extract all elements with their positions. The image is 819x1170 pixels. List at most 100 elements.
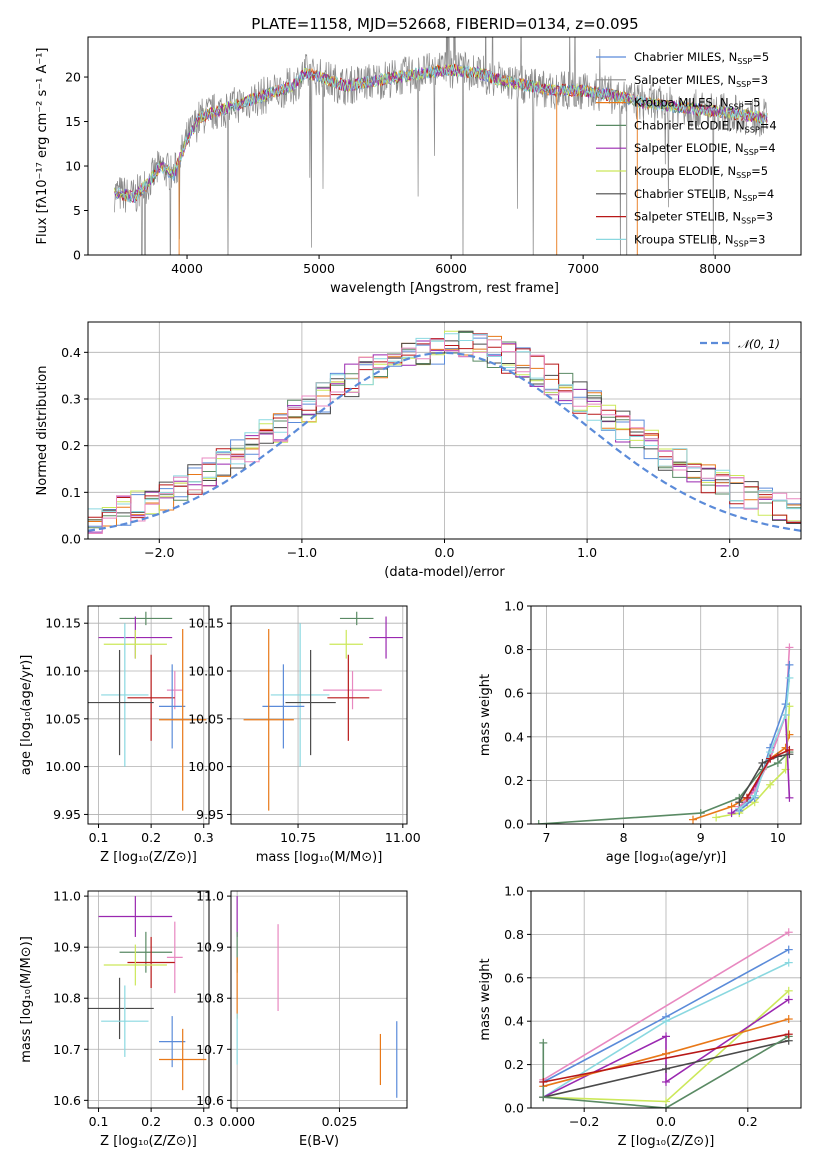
mass-weight-line	[715, 706, 791, 819]
mass-weight-line	[542, 1035, 790, 1108]
spectrum-line	[114, 64, 768, 203]
y-axis-label: Normed distribution	[35, 366, 50, 496]
mass-weight-line	[542, 998, 790, 1098]
residuals-frame-group: −2.0 −1.0 0.0 1.0 2.0 0.0 0.1 0.2 0.3 0.4 (data-mo…	[35, 321, 802, 580]
spectrum-line	[114, 63, 768, 202]
mass-weight-line	[543, 1033, 789, 1083]
x-tick-label: 7	[542, 830, 550, 845]
y-tick-label: 0.0	[504, 817, 524, 832]
x-tick-label: 4000	[171, 261, 203, 276]
residuals-legend: 𝒩(0, 1)	[700, 337, 780, 351]
y-tick-label: 11.0	[53, 889, 81, 904]
y-tick-label: 0.2	[61, 438, 81, 453]
y-tick-label: 11.0	[196, 889, 224, 904]
x-tick-label: 0.2	[141, 830, 161, 845]
y-tick-label: 1.0	[504, 599, 524, 614]
x-axis-label: wavelength [Angstrom, rest frame]	[330, 281, 559, 296]
age_vs_mass-axes	[231, 606, 407, 824]
mass_vs_Z-frame-group: 0.1 0.2 0.3 10.6 10.7 10.8 10.9 11.0 Z [log₁₀(Z/…	[19, 889, 214, 1149]
age_vs_Z-frame-group: 0.1 0.2 0.3 9.95 10.00 10.05 10.10 10.15 Z [log₁…	[19, 605, 214, 865]
legend-label: 𝒩(0, 1)	[738, 337, 780, 351]
mass_vs_Z-frame	[87, 890, 210, 1109]
y-axis-label: mass weight	[478, 958, 493, 1040]
legend-label: Kroupa STELIB, NSSP=3	[634, 232, 765, 248]
mass_weight_vs_age-plot-area	[534, 643, 794, 824]
y-tick-label: 0.6	[504, 970, 524, 985]
y-tick-label: 10.15	[188, 616, 224, 631]
mass_weight_vs_age-frame	[530, 605, 802, 825]
x-tick-label: 0.0	[656, 1114, 676, 1129]
y-tick-label: 10.8	[53, 991, 81, 1006]
residuals-plot-area	[88, 330, 801, 534]
mass_weight_vs_Z-frame-group: −0.2 0.0 0.2 0.0 0.2 0.4 0.6 0.8 1.0 Z [log₁₀(Z/Z…	[478, 884, 802, 1149]
mass-weight-line	[738, 647, 791, 808]
y-tick-label: 10.00	[45, 759, 81, 774]
histogram-series	[88, 338, 801, 534]
x-tick-label: 8000	[699, 261, 731, 276]
y-tick-label: 10.05	[188, 711, 224, 726]
x-axis-label: mass [log₁₀(M/M⊙)]	[256, 850, 383, 865]
x-tick-label: 10	[770, 830, 786, 845]
y-tick-label: 0.4	[61, 345, 81, 360]
legend-label: Salpeter MILES, NSSP=3	[634, 73, 768, 89]
x-tick-label: 0.3	[194, 1114, 214, 1129]
legend-label: Salpeter STELIB, NSSP=3	[634, 210, 773, 226]
x-axis-label: age [log₁₀(age/yr)]	[606, 850, 727, 865]
y-tick-label: 20	[65, 70, 81, 85]
x-tick-label: 2.0	[720, 545, 740, 560]
mass_vs_ebv-plot-area	[236, 896, 398, 1098]
legend-label: Chabrier ELODIE, NSSP=4	[634, 118, 777, 134]
x-tick-label: 0.2	[738, 1114, 758, 1129]
y-axis-label: Flux [fλ10⁻¹⁷ erg cm⁻² s⁻¹ A⁻¹]	[35, 48, 50, 245]
x-tick-label: 0.000	[219, 1114, 255, 1129]
x-tick-label: 6000	[435, 261, 467, 276]
x-tick-label: −2.0	[144, 545, 174, 560]
spectrum-line	[114, 64, 768, 203]
mass_weight_vs_Z-plot-area	[539, 928, 793, 1108]
spectrum-frame	[87, 36, 802, 256]
y-tick-label: 5	[73, 203, 81, 218]
y-tick-label: 10.05	[45, 711, 81, 726]
x-tick-label: 0.0	[435, 545, 455, 560]
mass_weight_vs_age-axes	[531, 605, 801, 825]
normal-curve	[88, 351, 801, 532]
y-tick-label: 10.9	[196, 940, 224, 955]
y-axis-label: age [log₁₀(age/yr)]	[19, 655, 34, 776]
x-axis-label: Z [log₁₀(Z/Z⊙)]	[618, 1134, 715, 1149]
legend-label: Kroupa ELODIE, NSSP=5	[634, 164, 768, 180]
x-axis-label: (data-model)/error	[384, 565, 505, 580]
y-tick-label: 10.7	[53, 1042, 81, 1057]
mass_vs_Z-plot-area	[88, 896, 207, 1091]
y-tick-label: 0	[73, 248, 81, 263]
y-tick-label: 10.00	[188, 759, 224, 774]
y-tick-label: 10.6	[196, 1093, 224, 1108]
legend-label: Kroupa MILES, NSSP=5	[634, 96, 760, 112]
x-tick-label: 1.0	[577, 545, 597, 560]
x-tick-label: 0.1	[89, 830, 109, 845]
y-axis-label: mass weight	[478, 674, 493, 756]
y-tick-label: 0.3	[61, 392, 81, 407]
age_vs_mass-frame	[230, 605, 408, 825]
y-tick-label: 0.6	[504, 686, 524, 701]
spectrum-plot-area	[114, 37, 768, 255]
y-tick-label: 10	[65, 159, 81, 174]
x-axis-label: Z [log₁₀(Z/Z⊙)]	[100, 850, 197, 865]
y-tick-label: 15	[65, 114, 81, 129]
age_vs_mass-plot-area	[243, 611, 403, 811]
y-tick-label: 0.4	[504, 729, 524, 744]
y-tick-label: 10.9	[53, 940, 81, 955]
histogram-series	[88, 333, 801, 513]
y-tick-label: 1.0	[504, 884, 524, 899]
y-tick-label: 9.95	[196, 807, 224, 822]
y-axis-label: mass [log₁₀(M/M⊙)]	[19, 936, 34, 1063]
y-tick-label: 0.2	[504, 1057, 524, 1072]
x-tick-label: 11.00	[385, 830, 421, 845]
spectrum-frame-group: 4000 5000 6000 7000 8000 0 5 10 15 20 wavelength […	[35, 36, 802, 296]
mass-weight-line	[538, 751, 790, 824]
y-tick-label: 0.8	[504, 927, 524, 942]
x-axis-label: E(B-V)	[299, 1134, 339, 1149]
x-tick-label: 0.2	[141, 1114, 161, 1129]
histogram-series	[88, 331, 801, 527]
y-tick-label: 0.4	[504, 1014, 524, 1029]
